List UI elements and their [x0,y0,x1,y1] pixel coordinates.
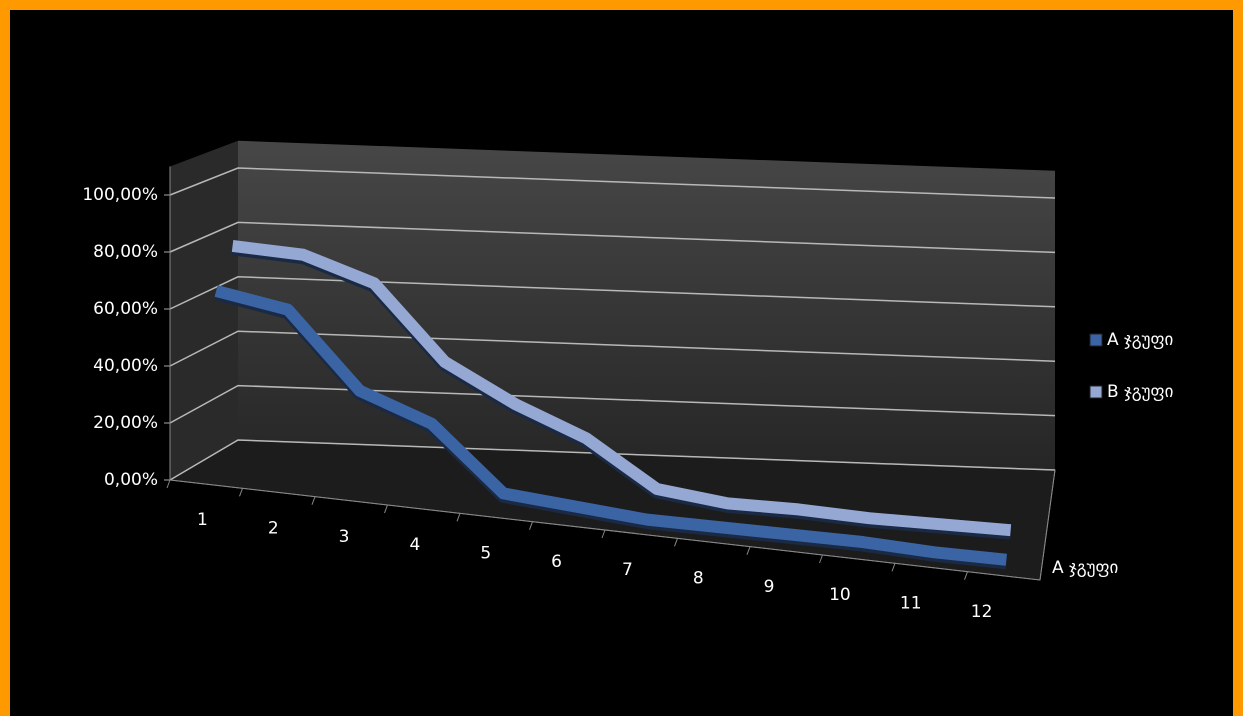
back-wall [238,140,1055,471]
grid-line [169,330,1056,367]
legend-label: A ჯგუფი [1107,330,1173,350]
x-tick-label: 2 [268,519,279,539]
y-tick-label: 0,00% [104,470,158,490]
x-tick [674,538,678,547]
y-tick-label: 40,00% [93,356,158,376]
grid-line [169,276,1056,310]
legend-swatch [1089,333,1103,347]
series-line [231,240,1012,537]
x-tick [239,488,243,497]
x-tick [601,529,606,539]
x-tick-label: 10 [829,585,851,605]
y-tick-label: 60,00% [93,299,158,319]
x-tick [891,563,896,572]
x-tick-label: 5 [480,544,491,564]
x-tick-label: 1 [197,510,208,530]
depth-tick-label: A ჯგუფი [1052,558,1118,578]
x-tick [384,504,388,514]
grid-line [169,167,1056,199]
grid-line [169,384,1056,424]
x-tick-label: 3 [339,527,350,547]
depth-axis [1039,469,1056,581]
x-tick-label: 7 [622,560,633,580]
x-tick-label: 12 [971,602,993,622]
x-tick-label: 4 [410,535,421,555]
y-tick-label: 20,00% [93,413,158,433]
legend-label: B ჯგუფი [1107,382,1173,402]
y-tick-label: 80,00% [93,242,158,262]
x-tick [964,571,968,580]
x-tick [529,521,533,530]
grid-line [169,439,1056,481]
y-tick-label: 100,00% [82,185,158,205]
series-line [214,285,1007,566]
x-tick-label: 11 [900,594,922,614]
x-tick-label: 6 [551,552,562,572]
x-tick [456,513,461,522]
x-tick [311,496,316,505]
x-tick [746,546,751,555]
x-tick-label: 9 [764,577,775,597]
x-tick [166,479,171,489]
x-tick-label: 8 [693,569,704,589]
legend-swatch [1089,385,1103,399]
grid-line [169,221,1056,254]
x-tick [819,554,823,564]
